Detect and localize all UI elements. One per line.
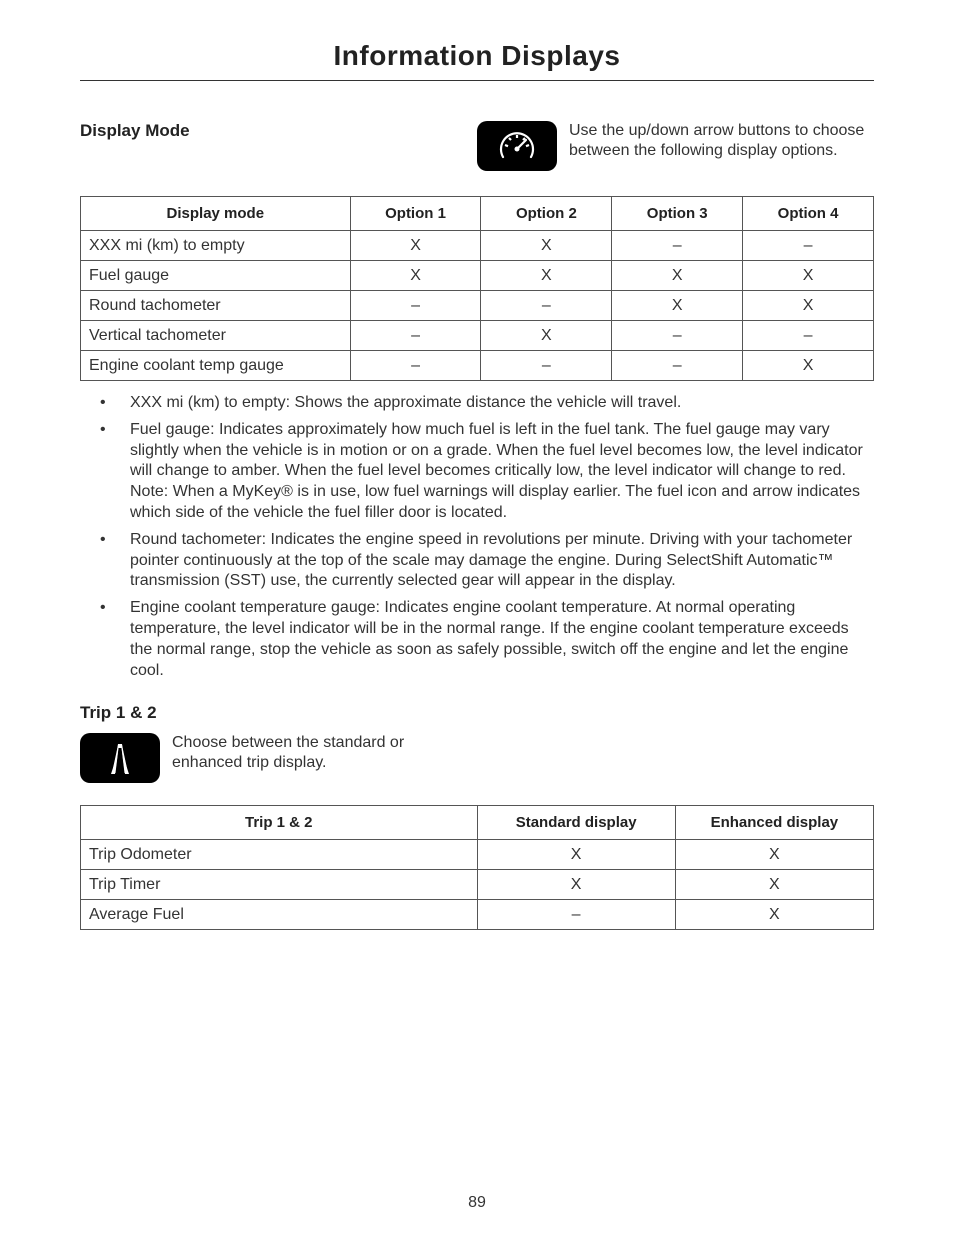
cell-value: X [350,231,481,261]
col-header: Option 4 [743,197,874,231]
cell-value: X [675,870,873,900]
cell-value: X [743,291,874,321]
table-row: Engine coolant temp gauge–––X [81,351,874,381]
bullet-item: Fuel gauge: Indicates approximately how … [100,420,874,524]
trip-intro: Choose between the standard or enhanced … [80,733,874,783]
display-mode-intro: Display Mode Use the up/down arrow butto… [80,121,874,171]
cell-value: X [743,351,874,381]
bullet-item: Engine coolant temperature gauge: Indica… [100,598,874,681]
trip-tbody: Trip OdometerXXTrip TimerXXAverage Fuel–… [81,840,874,930]
col-header: Option 2 [481,197,612,231]
cell-value: X [477,840,675,870]
row-label: XXX mi (km) to empty [81,231,351,261]
cell-value: – [612,351,743,381]
trip-table: Trip 1 & 2 Standard display Enhanced dis… [80,805,874,930]
table-row: Fuel gaugeXXXX [81,261,874,291]
cell-value: – [743,231,874,261]
display-mode-table: Display mode Option 1 Option 2 Option 3 … [80,196,874,381]
table-header-row: Display mode Option 1 Option 2 Option 3 … [81,197,874,231]
cell-value: – [612,231,743,261]
trip-intro-text: Choose between the standard or enhanced … [172,733,452,773]
cell-value: – [481,351,612,381]
table-row: Vertical tachometer–X–– [81,321,874,351]
cell-value: – [477,900,675,930]
col-header: Standard display [477,806,675,840]
cell-value: X [675,900,873,930]
table-row: Trip OdometerXX [81,840,874,870]
cell-value: – [481,291,612,321]
row-label: Fuel gauge [81,261,351,291]
row-label: Vertical tachometer [81,321,351,351]
cell-value: X [477,870,675,900]
table-row: Average Fuel–X [81,900,874,930]
cell-value: X [481,261,612,291]
display-mode-heading: Display Mode [80,121,477,141]
row-label: Trip Odometer [81,840,478,870]
cell-value: X [612,291,743,321]
bullet-item: XXX mi (km) to empty: Shows the approxim… [100,393,874,414]
page-title: Information Displays [80,40,874,81]
col-header: Enhanced display [675,806,873,840]
table-row: Round tachometer––XX [81,291,874,321]
cell-value: – [350,291,481,321]
cell-value: – [350,351,481,381]
trip-road-icon [80,733,160,783]
cell-value: – [612,321,743,351]
trip-heading: Trip 1 & 2 [80,703,874,723]
cell-value: X [675,840,873,870]
table-row: Trip TimerXX [81,870,874,900]
display-mode-tbody: XXX mi (km) to emptyXX––Fuel gaugeXXXXRo… [81,231,874,381]
col-header: Option 1 [350,197,481,231]
page-number: 89 [0,1194,954,1212]
display-mode-intro-text: Use the up/down arrow buttons to choose … [569,121,874,161]
table-header-row: Trip 1 & 2 Standard display Enhanced dis… [81,806,874,840]
cell-value: X [612,261,743,291]
row-label: Round tachometer [81,291,351,321]
cell-value: X [743,261,874,291]
cell-value: X [350,261,481,291]
cell-value: X [481,321,612,351]
col-header: Trip 1 & 2 [81,806,478,840]
display-mode-bullets: XXX mi (km) to empty: Shows the approxim… [80,393,874,681]
cell-value: – [350,321,481,351]
bullet-item: Round tachometer: Indicates the engine s… [100,530,874,592]
cell-value: X [481,231,612,261]
row-label: Average Fuel [81,900,478,930]
row-label: Trip Timer [81,870,478,900]
col-header: Option 3 [612,197,743,231]
row-label: Engine coolant temp gauge [81,351,351,381]
cell-value: – [743,321,874,351]
gauge-icon [477,121,557,171]
table-row: XXX mi (km) to emptyXX–– [81,231,874,261]
col-header: Display mode [81,197,351,231]
